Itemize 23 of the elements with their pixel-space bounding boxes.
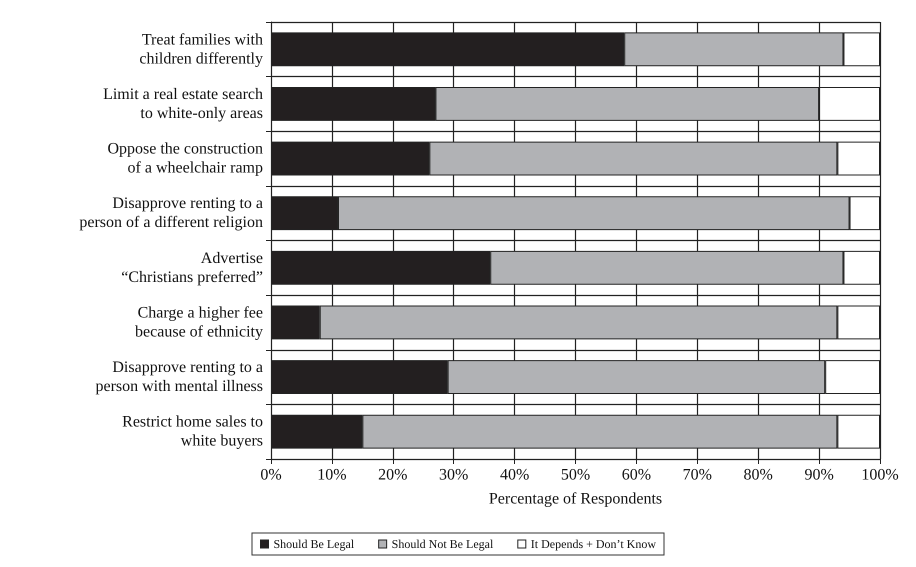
x-tick-label: 80% [744,466,773,484]
y-tick-label: Disapprove renting to a person with mental illness [95,359,263,396]
x-tick-label: 20% [378,466,408,484]
x-axis-title: Percentage of Respondents [488,490,662,508]
legend-label: Should Be Legal [273,537,355,551]
x-tick-label: 10% [317,466,347,484]
x-tick-label: 100% [861,466,899,484]
x-tick-label: 50% [560,466,590,484]
x-tick-label: 40% [500,466,530,484]
x-tick-label: 30% [439,466,468,484]
x-tick-label: 60% [622,466,652,484]
legend-label: It Depends + Don’t Know [530,537,656,551]
y-tick-label: Charge a higher fee because of ethnicity [135,304,263,340]
x-tick-label: 90% [804,466,834,484]
x-tick-label: 70% [682,466,712,484]
y-tick-label: Limit a real estate search to white-only areas [103,86,263,122]
legend-label: Should Not Be Legal [392,537,494,551]
y-tick-label: Disapprove renting to a person of a different religion [79,195,263,232]
x-tick-label: 0% [260,466,282,484]
y-tick-label: Advertise “Christians preferred” [121,250,263,286]
y-tick-label: Oppose the construction of a wheelchair ramp [107,140,263,177]
y-tick-label: Restrict home sales to white buyers [122,414,263,450]
y-tick-label: Treat families with children differently [139,31,263,68]
